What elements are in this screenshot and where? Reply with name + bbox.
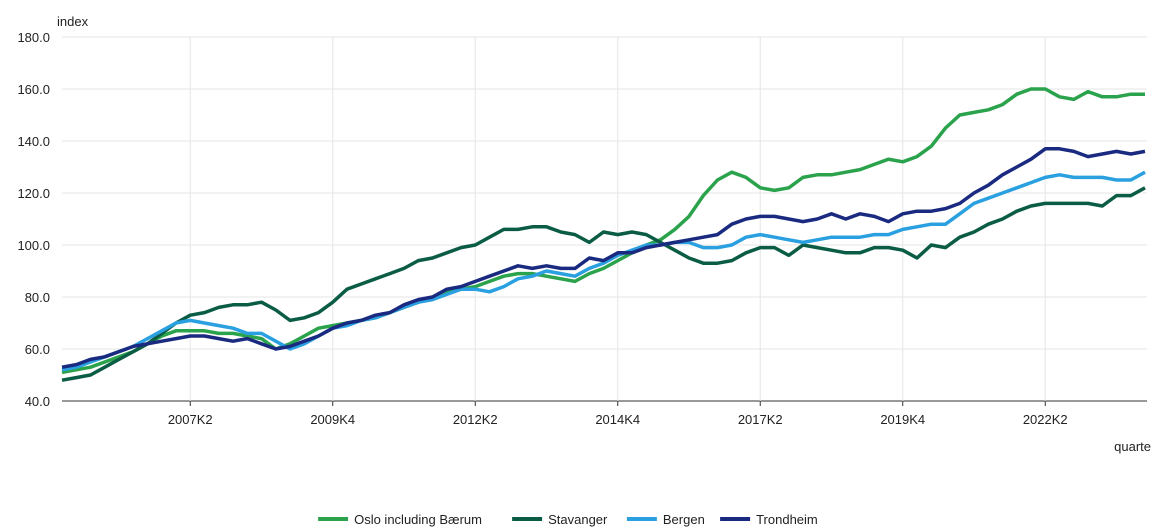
x-tick-label: 2007K2	[168, 412, 213, 427]
series-line	[61, 170, 1146, 372]
legend-label: Oslo including Bærum	[354, 512, 482, 527]
x-tick-label: 2019K4	[880, 412, 925, 427]
y-tick-label: 60.0	[25, 342, 50, 357]
y-tick-label: 100.0	[17, 238, 50, 253]
y-tick-label: 160.0	[17, 82, 50, 97]
y-tick-label: 80.0	[25, 290, 50, 305]
series-line	[61, 186, 1146, 382]
y-axis-title: index	[57, 14, 89, 29]
series-line	[61, 87, 1145, 375]
x-tick-label: 2022K2	[1023, 412, 1068, 427]
legend-label: Bergen	[663, 512, 705, 527]
legend-label: Trondheim	[756, 512, 818, 527]
y-tick-label: 180.0	[17, 30, 50, 45]
x-tick-label: 2014K4	[595, 412, 640, 427]
legend-label: Stavanger	[548, 512, 608, 527]
x-tick-label: 2009K4	[310, 412, 355, 427]
y-tick-label: 40.0	[25, 394, 50, 409]
series-line	[61, 147, 1146, 369]
y-tick-label: 120.0	[17, 186, 50, 201]
y-tick-label: 140.0	[17, 134, 50, 149]
x-axis-title: quarte	[1114, 439, 1151, 454]
x-tick-label: 2017K2	[738, 412, 783, 427]
x-tick-label: 2012K2	[453, 412, 498, 427]
